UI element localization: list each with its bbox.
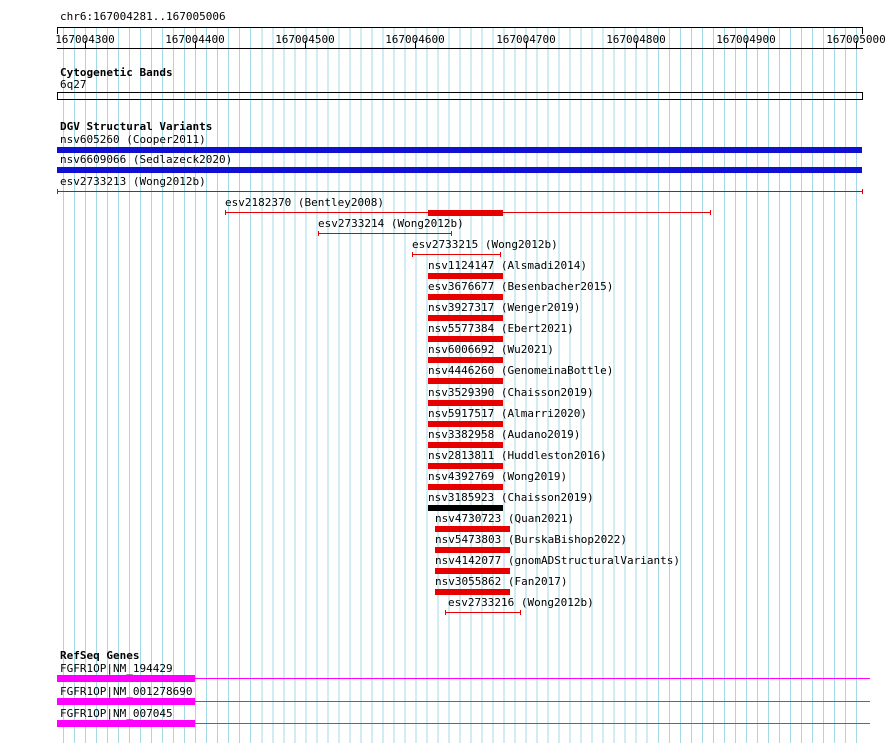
gene-exon-box[interactable] (57, 675, 195, 682)
variant-label[interactable]: nsv5917517 (Almarri2020) (428, 407, 587, 420)
ruler-left-end-tick-icon (57, 27, 58, 34)
variant-range-right-tick-icon (710, 210, 711, 215)
variant-range-line[interactable] (57, 191, 862, 192)
ruler-tick-label: 167004600 (385, 33, 445, 46)
variant-bar[interactable] (428, 336, 503, 342)
variant-label[interactable]: nsv4392769 (Wong2019) (428, 470, 568, 483)
variant-bar[interactable] (428, 421, 503, 427)
variant-label[interactable]: nsv6609066 (Sedlazeck2020) (60, 153, 233, 166)
ruler-major-tick-icon (636, 41, 637, 48)
gene-label[interactable]: FGFR1OP|NM_001278690 (60, 685, 193, 698)
variant-range-left-tick-icon (318, 231, 319, 236)
variant-range-right-tick-icon (862, 189, 863, 194)
variant-range-line[interactable] (412, 254, 500, 255)
variant-range-line[interactable] (445, 612, 520, 613)
gene-label[interactable]: FGFR1OP|NM_194429 (60, 662, 173, 675)
variant-range-right-tick-icon (451, 231, 452, 236)
dgv-title: DGV Structural Variants (60, 120, 213, 133)
variant-bar[interactable] (428, 505, 503, 511)
cytobands-title: Cytogenetic Bands (60, 66, 173, 79)
variant-label[interactable]: esv2733215 (Wong2012b) (412, 238, 558, 251)
refseq-title: RefSeq Genes (60, 649, 140, 662)
gene-exon-box[interactable] (57, 720, 195, 727)
variant-bar[interactable] (428, 463, 503, 469)
gene-exon-box[interactable] (57, 698, 195, 705)
variant-label[interactable]: nsv3927317 (Wenger2019) (428, 301, 581, 314)
variant-bar[interactable] (428, 378, 503, 384)
variant-bar[interactable] (435, 547, 510, 553)
variant-label[interactable]: nsv5473803 (BurskaBishop2022) (435, 533, 628, 546)
variant-bar[interactable] (428, 484, 503, 490)
variant-label[interactable]: esv3676677 (Besenbacher2015) (428, 280, 614, 293)
variant-label[interactable]: nsv6006692 (Wu2021) (428, 343, 554, 356)
ruler-tick-label: 167004400 (165, 33, 225, 46)
variant-label[interactable]: nsv1124147 (Alsmadi2014) (428, 259, 587, 272)
variant-label[interactable]: nsv4142077 (gnomADStructuralVariants) (435, 554, 681, 567)
ruler-tick-label: 167004300 (55, 33, 115, 46)
ruler-major-tick-icon (746, 41, 747, 48)
ruler-tick-label: 167004900 (716, 33, 776, 46)
variant-label[interactable]: esv2733214 (Wong2012b) (318, 217, 464, 230)
variant-label[interactable]: nsv605260 (Cooper2011) (60, 133, 206, 146)
variant-range-left-tick-icon (412, 252, 413, 257)
ruler-tick-label: 167004800 (606, 33, 666, 46)
variant-label[interactable]: esv2182370 (Bentley2008) (225, 196, 384, 209)
gene-label[interactable]: FGFR1OP|NM_007045 (60, 707, 173, 720)
variant-bar[interactable] (428, 315, 503, 321)
variant-bar[interactable] (435, 589, 510, 595)
variant-bar[interactable] (428, 294, 503, 300)
ruler-major-tick-icon (195, 41, 196, 48)
ruler-major-tick-icon (415, 41, 416, 48)
ruler-tick-label: 167004500 (275, 33, 335, 46)
variant-bar[interactable] (428, 357, 503, 363)
variant-label[interactable]: esv2733216 (Wong2012b) (448, 596, 594, 609)
variant-label[interactable]: esv2733213 (Wong2012b) (60, 175, 206, 188)
variant-label[interactable]: nsv3185923 (Chaisson2019) (428, 491, 594, 504)
variant-bar[interactable] (57, 167, 862, 173)
variant-label[interactable]: nsv3529390 (Chaisson2019) (428, 386, 594, 399)
variant-range-left-tick-icon (225, 210, 226, 215)
ruler-major-tick-icon (856, 41, 857, 48)
variant-label[interactable]: nsv3055862 (Fan2017) (435, 575, 568, 588)
variant-label[interactable]: nsv5577384 (Ebert2021) (428, 322, 574, 335)
cytoband-name: 6q27 (60, 78, 87, 91)
variant-label[interactable]: nsv4730723 (Quan2021) (435, 512, 575, 525)
variant-range-right-tick-icon (520, 610, 521, 615)
gene-extension-line (195, 678, 870, 679)
variant-bar[interactable] (57, 147, 862, 153)
gene-extension-line (195, 701, 870, 702)
variant-range-left-tick-icon (57, 189, 58, 194)
ruler-right-end-tick-icon (862, 27, 863, 34)
variant-label[interactable]: nsv4446260 (GenomeinaBottle) (428, 364, 614, 377)
ruler-major-tick-icon (305, 41, 306, 48)
region-label: chr6:167004281..167005006 (60, 10, 226, 23)
gene-extension-line (195, 723, 870, 724)
variant-bar[interactable] (435, 526, 510, 532)
variant-bar[interactable] (428, 442, 503, 448)
variant-bar[interactable] (428, 273, 503, 279)
variant-range-right-tick-icon (500, 252, 501, 257)
variant-label[interactable]: nsv2813811 (Huddleston2016) (428, 449, 607, 462)
ruler-tick-label: 167004700 (496, 33, 556, 46)
variant-range-line[interactable] (318, 233, 451, 234)
variant-label[interactable]: nsv3382958 (Audano2019) (428, 428, 581, 441)
variant-bar[interactable] (435, 568, 510, 574)
variant-range-left-tick-icon (445, 610, 446, 615)
ruler-base-line (57, 48, 863, 49)
ruler-top-line (57, 27, 863, 28)
variant-range-thick-segment[interactable] (428, 210, 503, 216)
variant-bar[interactable] (428, 400, 503, 406)
ruler-major-tick-icon (85, 41, 86, 48)
cytoband-box[interactable] (57, 92, 863, 100)
ruler-major-tick-icon (526, 41, 527, 48)
ruler-tick-label: 167005000 (826, 33, 886, 46)
